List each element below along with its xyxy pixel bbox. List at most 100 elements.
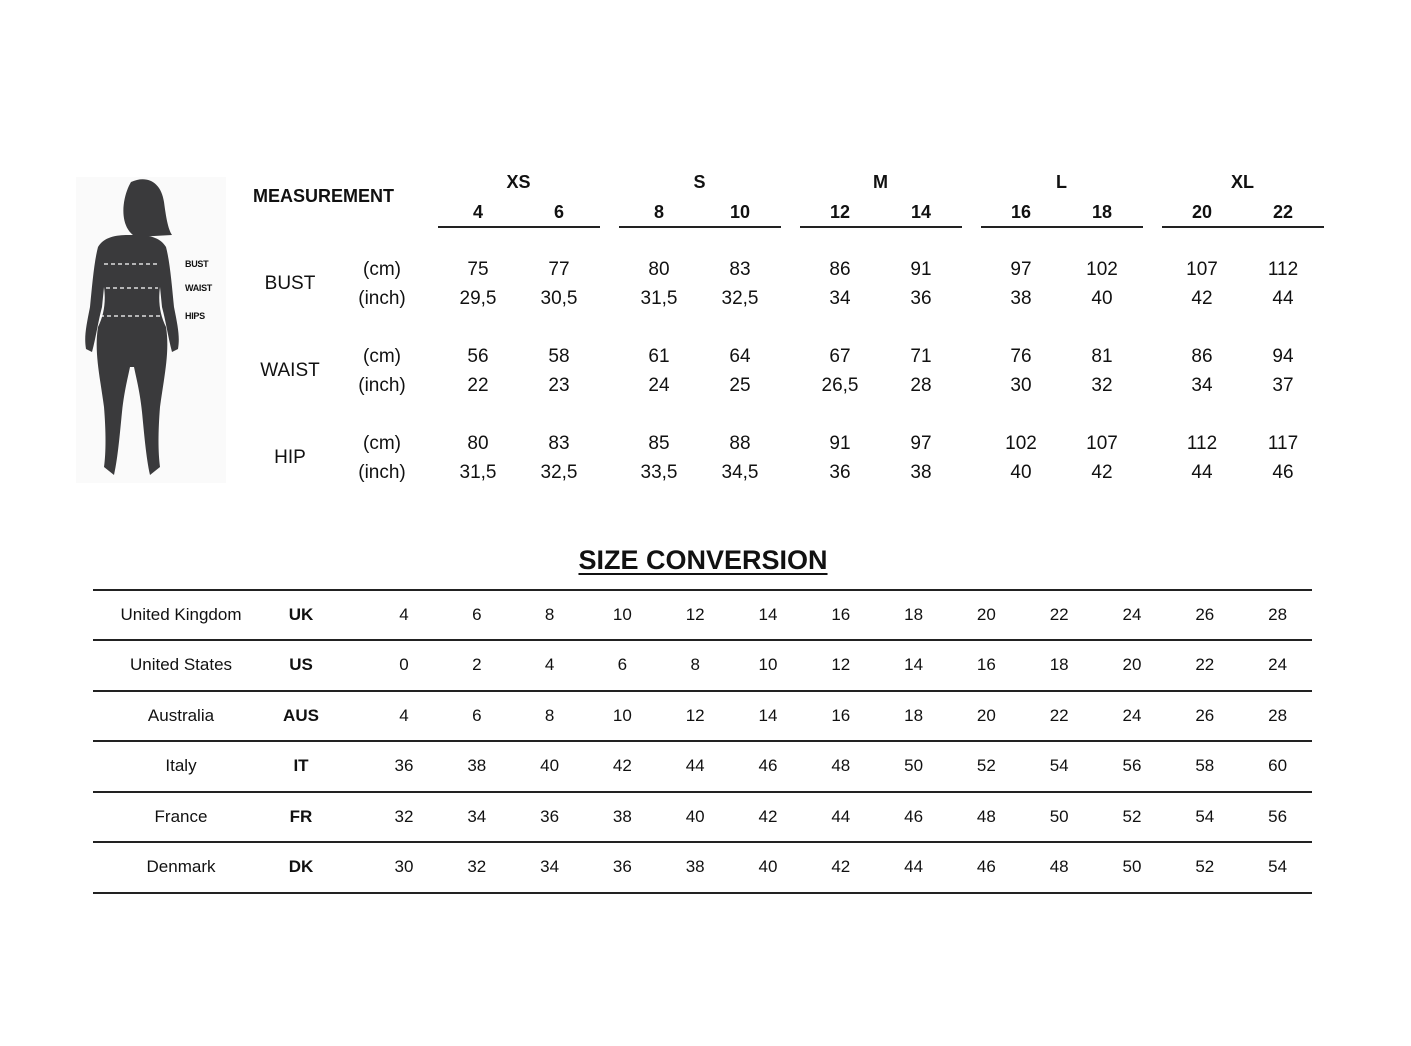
size-value: 22 xyxy=(1049,706,1069,725)
cm-value: 80 xyxy=(648,259,670,280)
size-group-s: S xyxy=(693,172,706,192)
inch-value: 38 xyxy=(910,462,932,483)
size-value: 44 xyxy=(831,807,851,826)
size-value: 18 xyxy=(904,706,924,725)
cm-value: 81 xyxy=(1091,346,1113,367)
row-divider xyxy=(93,892,1312,894)
size-value: 50 xyxy=(1122,857,1142,876)
cm-value: 83 xyxy=(548,433,570,454)
inch-value: 36 xyxy=(829,462,851,483)
size-value: 32 xyxy=(394,807,414,826)
cm-value: 94 xyxy=(1272,346,1294,367)
inch-value: 40 xyxy=(1091,288,1113,309)
size-value: 34 xyxy=(540,857,560,876)
size-value: 54 xyxy=(1049,756,1069,775)
size-value: 16 xyxy=(976,655,996,674)
row-divider xyxy=(93,740,1312,742)
size-value: 12 xyxy=(831,655,851,674)
cm-value: 76 xyxy=(1010,346,1032,367)
size-value: 24 xyxy=(1122,706,1142,725)
woman-silhouette-icon xyxy=(85,179,179,475)
size-value: 20 xyxy=(1122,655,1142,674)
size-value: 48 xyxy=(831,756,851,775)
inch-value: 31,5 xyxy=(459,462,497,483)
cm-value: 97 xyxy=(910,433,932,454)
row-divider xyxy=(93,690,1312,692)
size-value: 28 xyxy=(1268,706,1288,725)
country-code: AUS xyxy=(283,706,319,725)
inch-value: 23 xyxy=(548,375,570,396)
inch-value: 40 xyxy=(1010,462,1032,483)
size-value: 14 xyxy=(758,605,778,624)
cm-value: 88 xyxy=(729,433,751,454)
inch-value: 30,5 xyxy=(540,288,578,309)
size-value: 40 xyxy=(685,807,705,826)
size-value: 40 xyxy=(758,857,778,876)
cm-value: 77 xyxy=(548,259,570,280)
inch-value: 34 xyxy=(1191,375,1213,396)
size-value: 54 xyxy=(1268,857,1288,876)
size-value: 42 xyxy=(758,807,778,826)
cm-value: 61 xyxy=(648,346,670,367)
inch-value: 24 xyxy=(648,375,670,396)
row-divider xyxy=(93,589,1312,591)
size-value: 48 xyxy=(976,807,996,826)
measurement-label-bust: BUST xyxy=(264,273,316,294)
group-underline xyxy=(799,226,962,228)
size-value: 56 xyxy=(1268,807,1288,826)
country-name: United Kingdom xyxy=(120,605,242,624)
inch-value: 34,5 xyxy=(721,462,759,483)
size-value: 36 xyxy=(540,807,560,826)
size-value: 22 xyxy=(1049,605,1069,624)
row-divider xyxy=(93,639,1312,641)
size-number: 10 xyxy=(729,202,751,222)
size-value: 4 xyxy=(399,706,409,725)
cm-value: 86 xyxy=(829,259,851,280)
size-conversion-title: SIZE CONVERSION xyxy=(578,545,828,575)
measurement-label-hip: HIP xyxy=(274,447,306,468)
cm-value: 64 xyxy=(729,346,751,367)
cm-value: 56 xyxy=(467,346,489,367)
size-value: 42 xyxy=(831,857,851,876)
size-number: 4 xyxy=(472,202,484,222)
country-name: United States xyxy=(129,655,233,674)
cm-value: 91 xyxy=(829,433,851,454)
size-value: 54 xyxy=(1195,807,1215,826)
size-value: 40 xyxy=(540,756,560,775)
size-number: 14 xyxy=(910,202,932,222)
inch-value: 32,5 xyxy=(540,462,578,483)
inch-value: 34 xyxy=(829,288,851,309)
unit-cm: (cm) xyxy=(363,259,401,280)
size-value: 44 xyxy=(685,756,705,775)
size-value: 18 xyxy=(1049,655,1069,674)
country-code: IT xyxy=(293,756,309,775)
inch-value: 32,5 xyxy=(721,288,759,309)
cm-value: 102 xyxy=(1086,259,1118,280)
size-value: 46 xyxy=(976,857,996,876)
unit-cm: (cm) xyxy=(363,433,401,454)
cm-value: 75 xyxy=(467,259,489,280)
row-divider xyxy=(93,841,1312,843)
size-value: 30 xyxy=(394,857,414,876)
size-value: 24 xyxy=(1268,655,1288,674)
size-number: 16 xyxy=(1010,202,1032,222)
size-value: 14 xyxy=(758,706,778,725)
size-value: 8 xyxy=(690,655,700,674)
measurement-header: MEASUREMENT xyxy=(253,186,395,206)
inch-value: 32 xyxy=(1091,375,1113,396)
size-value: 46 xyxy=(758,756,778,775)
inch-value: 44 xyxy=(1272,288,1294,309)
size-value: 32 xyxy=(467,857,487,876)
country-name: France xyxy=(154,807,208,826)
country-code: DK xyxy=(288,857,314,876)
size-value: 16 xyxy=(831,706,851,725)
group-underline xyxy=(618,226,781,228)
group-underline xyxy=(1161,226,1324,228)
size-value: 38 xyxy=(685,857,705,876)
size-value: 28 xyxy=(1268,605,1288,624)
figure-label-hips: HIPS xyxy=(185,311,205,321)
inch-value: 44 xyxy=(1191,462,1213,483)
size-value: 8 xyxy=(544,706,555,725)
size-value: 36 xyxy=(394,756,414,775)
inch-value: 42 xyxy=(1191,288,1213,309)
